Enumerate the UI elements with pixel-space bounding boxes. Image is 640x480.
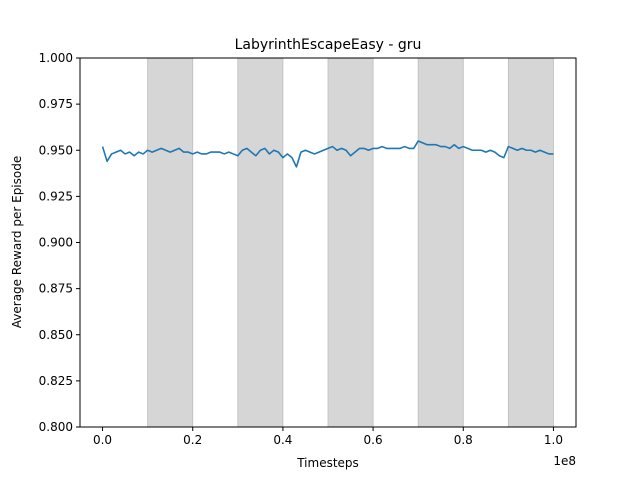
y-tick-label: 0.950: [39, 143, 73, 157]
series-layer: [101, 140, 554, 168]
y-tick-label: 0.875: [39, 282, 73, 296]
y-tick-label: 0.800: [39, 420, 73, 434]
y-tick-label: 0.850: [39, 328, 73, 342]
shaded-band: [147, 57, 194, 428]
x-tick-label: 0.8: [454, 433, 473, 447]
y-tick-label: 1.000: [39, 51, 73, 65]
x-tick-label: 1.0: [544, 433, 563, 447]
y-axis-ticks: 0.800 0.825 0.850 0.875 0.900 0.925 0.950 0.975…: [39, 51, 80, 434]
shaded-bands: [147, 57, 554, 428]
shaded-band: [327, 57, 374, 428]
shaded-band: [237, 57, 284, 428]
series-line: [101, 140, 554, 168]
y-axis-label: Average Reward per Episode: [10, 156, 24, 328]
y-tick-label: 0.975: [39, 97, 73, 111]
chart-title: LabyrinthEscapeEasy - gru: [235, 37, 422, 53]
x-scale-label: 1e8: [553, 454, 576, 468]
x-tick-label: 0.0: [93, 433, 112, 447]
x-tick-label: 0.4: [273, 433, 292, 447]
y-tick-label: 0.825: [39, 374, 73, 388]
x-axis-ticks: 0.0 0.2 0.4 0.6 0.8 1.0: [93, 427, 563, 447]
y-tick-label: 0.900: [39, 236, 73, 250]
shaded-band: [417, 57, 464, 428]
x-tick-label: 0.2: [183, 433, 202, 447]
x-axis-label: Timesteps: [296, 456, 359, 470]
shaded-band: [507, 57, 554, 428]
y-tick-label: 0.925: [39, 189, 73, 203]
x-tick-label: 0.6: [364, 433, 383, 447]
